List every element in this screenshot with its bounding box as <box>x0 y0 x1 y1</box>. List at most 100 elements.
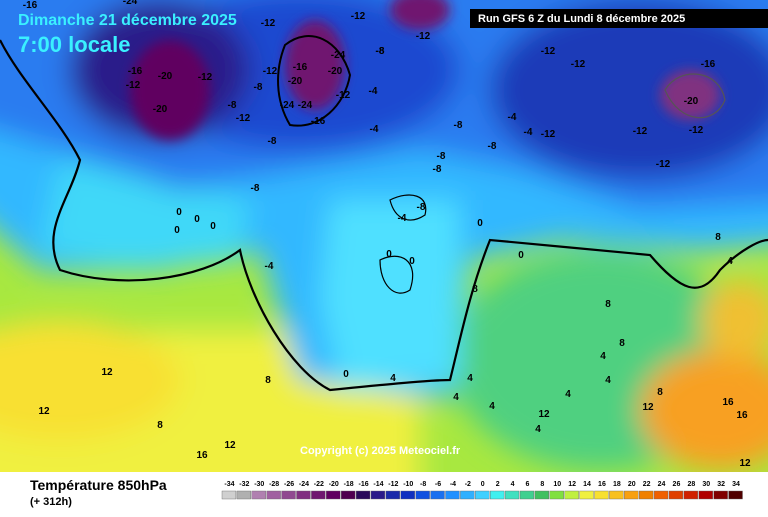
isotherm-label: -8 <box>376 46 385 57</box>
isotherm-label: -24 <box>298 100 313 111</box>
isotherm-label: -16 <box>23 0 38 11</box>
isotherm-label: 16 <box>196 450 208 461</box>
isotherm-label: -8 <box>488 141 497 152</box>
isotherm-label: -12 <box>541 46 556 57</box>
isotherm-label: -12 <box>416 31 431 42</box>
legend-swatch <box>341 490 356 500</box>
isotherm-label: -16 <box>293 62 308 73</box>
legend-label: -24 <box>299 481 309 488</box>
legend-label: -4 <box>450 481 456 488</box>
forecast-time: 7:00 locale <box>18 32 131 57</box>
legend-label: 16 <box>598 481 606 488</box>
legend-swatch <box>698 490 713 500</box>
legend-label: -10 <box>403 481 413 488</box>
isotherm-label: -12 <box>198 72 213 83</box>
isotherm-label: -20 <box>158 71 173 82</box>
isotherm-label: 0 <box>477 218 483 229</box>
isotherm-label: 0 <box>210 221 216 232</box>
isotherm-label: 8 <box>157 420 163 431</box>
legend-swatch <box>400 490 415 500</box>
isotherm-label: 8 <box>605 299 611 310</box>
legend-label: 20 <box>628 481 636 488</box>
isotherm-label: -24 <box>331 50 346 61</box>
legend-swatch <box>713 490 728 500</box>
legend-swatch <box>490 490 505 500</box>
isotherm-label: 12 <box>739 458 751 469</box>
legend-swatch <box>251 490 266 500</box>
isotherm-label: -16 <box>701 59 716 70</box>
legend-label: 28 <box>687 481 695 488</box>
isotherm-label: -12 <box>126 80 141 91</box>
legend-swatch <box>549 490 564 500</box>
isotherm-label: 8 <box>619 338 625 349</box>
isotherm-label: -12 <box>541 129 556 140</box>
legend-label: 4 <box>511 481 515 488</box>
isotherm-label: 16 <box>722 397 734 408</box>
legend-swatch <box>221 490 237 500</box>
legend-swatch <box>281 490 296 500</box>
isotherm-label: -12 <box>689 125 704 136</box>
isotherm-label: 12 <box>101 367 113 378</box>
isotherm-label: -12 <box>261 18 276 29</box>
isotherm-label: -8 <box>454 120 463 131</box>
legend-swatch <box>460 490 475 500</box>
isotherm-label: -24 <box>123 0 138 7</box>
legend-swatch <box>639 490 654 500</box>
isotherm-label: -8 <box>254 82 263 93</box>
isotherm-label: -8 <box>376 46 385 57</box>
isotherm-label: 4 <box>489 401 495 412</box>
legend-swatch <box>534 490 550 500</box>
isotherm-label: -4 <box>398 213 407 224</box>
isotherm-label: 4 <box>605 375 611 386</box>
legend-label: -6 <box>435 481 441 488</box>
isotherm-label: -12 <box>263 66 278 77</box>
legend-label: -8 <box>420 481 426 488</box>
isotherm-label: -4 <box>524 127 533 138</box>
isotherm-label: -12 <box>351 11 366 22</box>
legend-label: -28 <box>269 481 279 488</box>
legend-label: 6 <box>525 481 529 488</box>
isotherm-label: 4 <box>453 392 459 403</box>
legend-swatch <box>519 490 535 500</box>
legend-label: -16 <box>358 481 368 488</box>
legend-swatch <box>236 490 251 500</box>
legend-swatch <box>728 490 743 500</box>
legend-label: -22 <box>314 481 324 488</box>
isotherm-label: 4 <box>535 424 541 435</box>
isotherm-label: -4 <box>369 86 378 97</box>
isotherm-label: 4 <box>390 373 396 384</box>
isotherm-label: -12 <box>656 159 671 170</box>
legend-label: -26 <box>284 481 294 488</box>
footer-title: Température 850hPa <box>30 477 167 493</box>
legend-label: 34 <box>732 481 740 488</box>
isotherm-label: 4 <box>467 373 473 384</box>
isotherm-label: 4 <box>565 389 571 400</box>
legend-label: 30 <box>702 481 710 488</box>
isotherm-label: 0 <box>174 225 180 236</box>
isotherm-label: -16 <box>128 66 143 77</box>
isotherm-label: 12 <box>538 409 550 420</box>
isotherm-label: -8 <box>437 151 446 162</box>
isotherm-label: 4 <box>600 351 606 362</box>
isotherm-label: 16 <box>736 410 748 421</box>
legend-label: -30 <box>254 481 264 488</box>
legend-label: 24 <box>658 481 666 488</box>
isotherm-label: 0 <box>194 214 200 225</box>
forecast-date: Dimanche 21 décembre 2025 <box>18 12 237 29</box>
run-banner <box>470 9 768 28</box>
run-info: Run GFS 6 Z du Lundi 8 décembre 2025 <box>478 13 685 25</box>
legend-swatch <box>594 490 609 500</box>
legend-label: 26 <box>673 481 681 488</box>
isotherm-label: 12 <box>38 406 50 417</box>
legend-swatch <box>579 490 594 500</box>
isotherm-label: -20 <box>328 66 343 77</box>
labels: -16 -24-12-12-8-12-20-16-12 -20-24-20-8-16… <box>23 0 751 469</box>
isotherm-label: 4 <box>727 256 733 267</box>
legend-label: 12 <box>568 481 576 488</box>
legend-label: -14 <box>373 481 383 488</box>
isotherm-label: -4 <box>508 112 517 123</box>
legend-label: 2 <box>496 481 500 488</box>
isotherm-label: -20 <box>684 96 699 107</box>
isotherm-label: -24 <box>280 100 295 111</box>
